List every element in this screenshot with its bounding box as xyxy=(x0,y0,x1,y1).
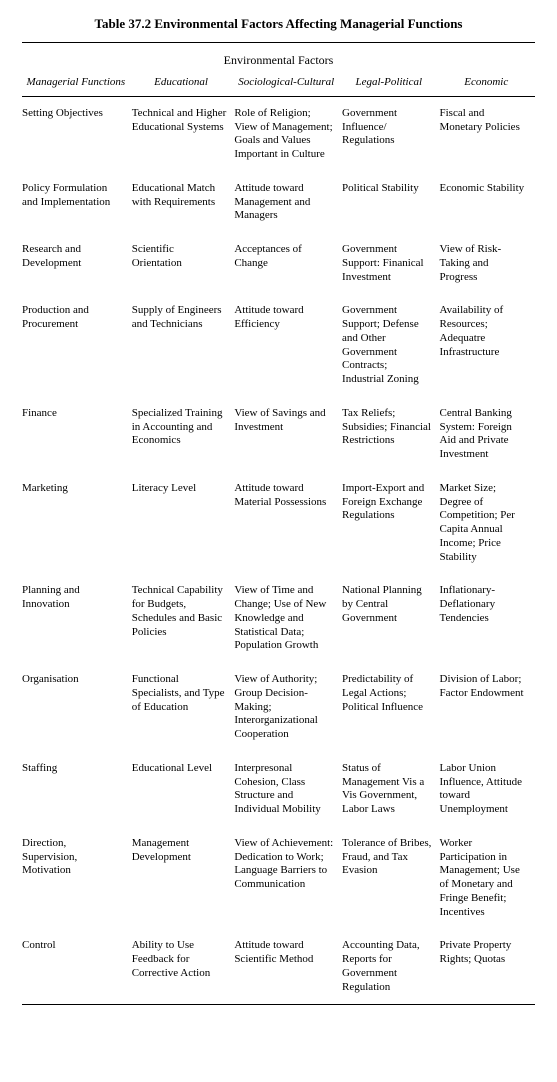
cell-fn: Research and Development xyxy=(22,233,130,294)
cell-eco: Worker Participation in Management; Use … xyxy=(438,827,536,930)
cell-edu: Specialized Training in Accounting and E… xyxy=(130,397,233,472)
table-row: Planning and InnovationTechnical Capabil… xyxy=(22,574,535,663)
cell-leg: Government Support: Finanical Investment xyxy=(340,233,437,294)
cell-leg: Political Stability xyxy=(340,172,437,233)
cell-edu: Technical and Higher Educational Systems xyxy=(130,97,233,172)
cell-fn: Planning and Innovation xyxy=(22,574,130,663)
cell-edu: Educational Level xyxy=(130,752,233,827)
table-caption: Table 37.2 Environmental Factors Affecti… xyxy=(22,16,535,32)
cell-soc: View of Savings and Investment xyxy=(232,397,340,472)
cell-edu: Scientific Orientation xyxy=(130,233,233,294)
cell-leg: National Planning by Central Government xyxy=(340,574,437,663)
col-header-legal: Legal-Political xyxy=(340,74,437,96)
col-header-educational: Educational xyxy=(130,74,233,96)
cell-eco: Inflationary-Deflationary Tendencies xyxy=(438,574,536,663)
table-row: StaffingEducational LevelInterpresonal C… xyxy=(22,752,535,827)
cell-soc: View of Authority; Group Decision-Making… xyxy=(232,663,340,752)
cell-edu: Literacy Level xyxy=(130,472,233,575)
cell-fn: Marketing xyxy=(22,472,130,575)
table-row: Setting ObjectivesTechnical and Higher E… xyxy=(22,97,535,172)
table-row: FinanceSpecialized Training in Accountin… xyxy=(22,397,535,472)
cell-fn: Setting Objectives xyxy=(22,97,130,172)
cell-leg: Predictability of Legal Actions; Politic… xyxy=(340,663,437,752)
cell-fn: Direction, Supervision, Motivation xyxy=(22,827,130,930)
cell-soc: Attitude toward Scientific Method xyxy=(232,929,340,1004)
table-row: Production and ProcurementSupply of Engi… xyxy=(22,294,535,397)
cell-soc: Acceptances of Change xyxy=(232,233,340,294)
col-header-sociological: Sociological-Cultural xyxy=(232,74,340,96)
table-row: Research and DevelopmentScientific Orien… xyxy=(22,233,535,294)
cell-eco: Market Size; Degree of Competition; Per … xyxy=(438,472,536,575)
cell-leg: Import-Export and Foreign Exchange Regul… xyxy=(340,472,437,575)
header-row: Managerial Functions Educational Sociolo… xyxy=(22,74,535,96)
cell-edu: Functional Specialists, and Type of Educ… xyxy=(130,663,233,752)
cell-soc: Interpresonal Cohesion, Class Structure … xyxy=(232,752,340,827)
cell-edu: Management Development xyxy=(130,827,233,930)
cell-eco: Availability of Resources; Adequatre Inf… xyxy=(438,294,536,397)
cell-soc: Attitude toward Efficiency xyxy=(232,294,340,397)
table-body: Setting ObjectivesTechnical and Higher E… xyxy=(22,97,535,1005)
cell-fn: Organisation xyxy=(22,663,130,752)
cell-fn: Staffing xyxy=(22,752,130,827)
rule-bottom xyxy=(22,1004,535,1005)
table-row: Policy Formulation and ImplementationEdu… xyxy=(22,172,535,233)
cell-fn: Production and Procurement xyxy=(22,294,130,397)
cell-eco: View of Risk-Taking and Progress xyxy=(438,233,536,294)
col-header-economic: Economic xyxy=(438,74,536,96)
cell-soc: Attitude toward Management and Managers xyxy=(232,172,340,233)
table-row: OrganisationFunctional Specialists, and … xyxy=(22,663,535,752)
cell-leg: Accounting Data, Reports for Government … xyxy=(340,929,437,1004)
cell-edu: Educational Match with Requirements xyxy=(130,172,233,233)
cell-eco: Central Banking System: Foreign Aid and … xyxy=(438,397,536,472)
cell-soc: Role of Religion; View of Management; Go… xyxy=(232,97,340,172)
col-header-functions: Managerial Functions xyxy=(22,74,130,96)
cell-eco: Private Property Rights; Quotas xyxy=(438,929,536,1004)
table-row: MarketingLiteracy LevelAttitude toward M… xyxy=(22,472,535,575)
cell-leg: Tax Reliefs; Subsidies; Financial Restri… xyxy=(340,397,437,472)
cell-leg: Government Influence/ Regulations xyxy=(340,97,437,172)
cell-edu: Supply of Engineers and Technicians xyxy=(130,294,233,397)
cell-leg: Status of Management Vis a Vis Governmen… xyxy=(340,752,437,827)
cell-leg: Tolerance of Bribes, Fraud, and Tax Evas… xyxy=(340,827,437,930)
cell-fn: Policy Formulation and Implementation xyxy=(22,172,130,233)
cell-edu: Ability to Use Feedback for Corrective A… xyxy=(130,929,233,1004)
spanning-header: Environmental Factors xyxy=(22,43,535,74)
cell-soc: View of Achievement: Dedication to Work;… xyxy=(232,827,340,930)
cell-fn: Finance xyxy=(22,397,130,472)
cell-edu: Technical Capability for Budgets, Schedu… xyxy=(130,574,233,663)
cell-eco: Labor Union Influence, Attitude toward U… xyxy=(438,752,536,827)
cell-eco: Division of Labor; Factor Endowment xyxy=(438,663,536,752)
cell-leg: Government Support; Defense and Other Go… xyxy=(340,294,437,397)
cell-fn: Control xyxy=(22,929,130,1004)
cell-eco: Economic Stability xyxy=(438,172,536,233)
table-row: ControlAbility to Use Feedback for Corre… xyxy=(22,929,535,1004)
cell-soc: Attitude toward Material Possessions xyxy=(232,472,340,575)
environmental-factors-table: Managerial Functions Educational Sociolo… xyxy=(22,74,535,1004)
table-row: Direction, Supervision, MotivationManage… xyxy=(22,827,535,930)
cell-soc: View of Time and Change; Use of New Know… xyxy=(232,574,340,663)
cell-eco: Fiscal and Monetary Policies xyxy=(438,97,536,172)
